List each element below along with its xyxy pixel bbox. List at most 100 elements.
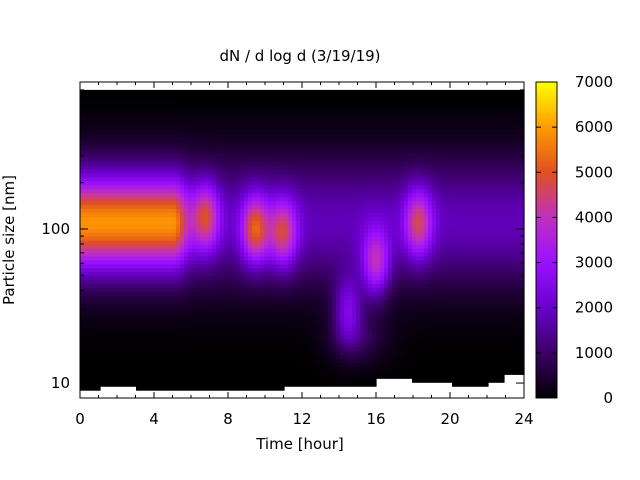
heatmap-cell: [168, 303, 173, 308]
heatmap-cell: [248, 279, 253, 285]
heatmap-cell: [84, 322, 89, 328]
heatmap-cell: [156, 113, 161, 119]
heatmap-cell: [184, 200, 189, 206]
heatmap-cell: [116, 291, 121, 296]
heatmap-cell: [168, 93, 173, 99]
heatmap-cell: [228, 113, 233, 119]
heatmap-cell: [88, 121, 93, 127]
heatmap-cell: [248, 168, 253, 174]
heatmap-cell: [204, 236, 209, 241]
heatmap-cell: [236, 224, 241, 229]
heatmap-cell: [264, 133, 269, 138]
heatmap-cell: [120, 354, 125, 360]
heatmap-cell: [144, 236, 149, 241]
heatmap-cell: [80, 319, 85, 324]
heatmap-cell: [168, 141, 173, 146]
heatmap-cell: [268, 342, 273, 348]
heatmap-cell: [100, 315, 105, 320]
heatmap-cell: [308, 338, 313, 344]
heatmap-cell: [112, 247, 117, 253]
heatmap-cell: [132, 153, 137, 158]
heatmap-cell: [104, 168, 109, 174]
heatmap-cell: [276, 101, 281, 107]
heatmap-cell: [104, 164, 109, 170]
heatmap-cell: [128, 236, 133, 241]
heatmap-cell: [132, 303, 137, 308]
heatmap-cell: [100, 342, 105, 348]
heatmap-cell: [140, 212, 145, 217]
heatmap-cell: [268, 113, 273, 119]
heatmap-cell: [252, 220, 257, 225]
heatmap-cell: [140, 149, 145, 154]
heatmap-cell: [196, 271, 201, 277]
heatmap-cell: [336, 176, 341, 182]
heatmap-cell: [304, 338, 309, 344]
heatmap-cell: [220, 101, 225, 107]
heatmap-cell: [92, 232, 97, 237]
heatmap-cell: [300, 168, 305, 174]
heatmap-cell: [92, 255, 97, 261]
heatmap-cell: [192, 251, 197, 257]
heatmap-cell: [284, 326, 289, 332]
heatmap-cell: [176, 326, 181, 332]
heatmap-cell: [156, 208, 161, 213]
heatmap-cell: [136, 212, 141, 217]
heatmap-cell: [228, 157, 233, 162]
heatmap-cell: [312, 362, 317, 367]
heatmap-cell: [112, 145, 117, 150]
heatmap-cell: [180, 97, 185, 103]
heatmap-cell: [288, 204, 293, 209]
heatmap-cell: [216, 105, 221, 111]
heatmap-cell: [324, 362, 329, 367]
heatmap-cell: [336, 192, 341, 198]
heatmap-cell: [308, 255, 313, 261]
heatmap-cell: [88, 307, 93, 312]
heatmap-cell: [164, 271, 169, 277]
heatmap-cell: [256, 247, 261, 253]
heatmap-cell: [312, 109, 317, 115]
heatmap-cell: [332, 251, 337, 257]
heatmap-cell: [288, 184, 293, 190]
heatmap-cell: [324, 279, 329, 285]
heatmap-cell: [176, 204, 181, 209]
heatmap-cell: [308, 137, 313, 142]
heatmap-cell: [112, 263, 117, 269]
heatmap-cell: [88, 212, 93, 217]
heatmap-cell: [232, 330, 237, 336]
heatmap-cell: [80, 184, 85, 190]
heatmap-cell: [284, 101, 289, 107]
heatmap-cell: [184, 204, 189, 209]
heatmap-cell: [316, 338, 321, 344]
heatmap-cell: [128, 137, 133, 142]
heatmap-cell: [340, 168, 345, 174]
heatmap-cell: [188, 117, 193, 123]
heatmap-cell: [248, 93, 253, 99]
heatmap-cell: [324, 208, 329, 213]
heatmap-cell: [104, 172, 109, 178]
heatmap-cell: [336, 109, 341, 115]
heatmap-cell: [84, 176, 89, 182]
heatmap-cell: [332, 157, 337, 162]
heatmap-cell: [312, 291, 317, 296]
heatmap-cell: [204, 330, 209, 336]
heatmap-cell: [124, 184, 129, 190]
heatmap-cell: [152, 287, 157, 292]
heatmap-cell: [208, 125, 213, 130]
heatmap-cell: [224, 216, 229, 221]
heatmap-cell: [252, 105, 257, 111]
heatmap-cell: [88, 311, 93, 316]
heatmap-cell: [292, 358, 297, 364]
heatmap-cell: [172, 338, 177, 344]
heatmap-cell: [104, 224, 109, 229]
heatmap-cell: [180, 192, 185, 198]
heatmap-cell: [128, 370, 133, 375]
heatmap-cell: [332, 342, 337, 348]
heatmap-cell: [312, 161, 317, 166]
heatmap-cell: [248, 287, 253, 292]
heatmap-cell: [240, 334, 245, 340]
heatmap-cell: [320, 295, 325, 300]
heatmap-cell: [160, 267, 165, 273]
heatmap-cell: [296, 204, 301, 209]
heatmap-cell: [160, 354, 165, 360]
heatmap-cell: [256, 315, 261, 320]
